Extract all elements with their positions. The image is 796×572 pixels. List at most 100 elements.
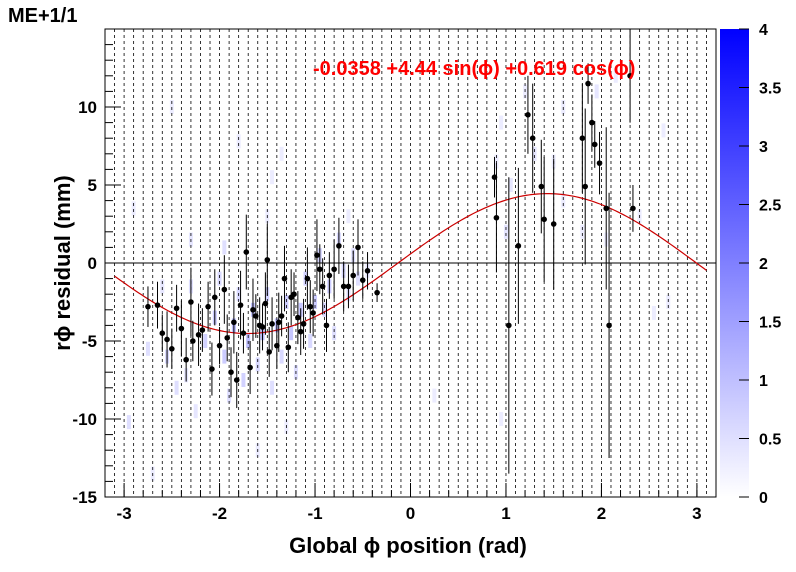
data-point — [529, 83, 536, 193]
grid-lines — [105, 29, 716, 497]
point-marker — [183, 356, 189, 363]
point-marker — [247, 364, 253, 371]
data-point — [188, 267, 194, 337]
data-point — [145, 286, 151, 327]
data-point — [606, 192, 612, 458]
heat-cell — [131, 201, 136, 216]
data-point — [231, 291, 237, 354]
data-point — [281, 245, 288, 312]
data-point — [169, 328, 175, 370]
point-marker — [307, 303, 314, 310]
point-marker — [209, 366, 215, 372]
point-marker — [515, 243, 522, 249]
data-point — [178, 300, 185, 357]
heat-cell — [322, 302, 327, 317]
point-marker — [550, 221, 557, 227]
point-marker — [231, 319, 237, 326]
data-point — [243, 214, 250, 290]
y-tick-label: 5 — [88, 176, 97, 195]
heat-cell — [508, 178, 513, 192]
data-point — [515, 167, 522, 324]
point-marker — [331, 266, 337, 273]
data-point — [237, 270, 244, 340]
y-tick-label: -5 — [82, 332, 97, 351]
data-point — [205, 281, 211, 332]
point-marker — [250, 307, 256, 313]
point-marker — [159, 330, 166, 337]
point-marker — [314, 252, 320, 258]
point-marker — [304, 275, 311, 282]
point-marker — [606, 322, 612, 329]
point-marker — [253, 313, 259, 319]
data-point — [319, 258, 326, 315]
data-point — [591, 121, 598, 168]
heat-cell — [145, 341, 150, 356]
heat-cell — [222, 240, 227, 255]
point-marker — [364, 268, 371, 274]
heat-cell — [270, 380, 275, 395]
point-marker — [291, 291, 297, 298]
point-marker — [237, 302, 244, 308]
data-point — [250, 278, 256, 341]
point-marker — [199, 327, 206, 333]
data-point — [164, 311, 170, 368]
data-point — [582, 108, 589, 265]
data-point — [195, 303, 202, 366]
data-point — [340, 261, 347, 312]
data-point — [538, 139, 545, 234]
point-marker — [538, 183, 545, 190]
point-marker — [355, 244, 361, 251]
point-marker — [350, 272, 357, 279]
colorbar-tick-label: 1 — [759, 373, 768, 390]
point-marker — [281, 275, 288, 282]
data-point — [291, 272, 297, 317]
point-marker — [169, 346, 175, 352]
point-marker — [359, 277, 366, 283]
colorbar-tick-label: 4 — [759, 22, 768, 39]
point-marker — [278, 313, 285, 319]
point-marker — [345, 283, 352, 290]
point-marker — [491, 174, 498, 180]
data-point — [228, 347, 234, 398]
data-point — [288, 269, 294, 326]
point-marker — [178, 325, 185, 332]
x-tick-label: -3 — [117, 504, 132, 523]
data-point — [269, 297, 275, 351]
data-point — [247, 341, 253, 395]
fit-label: -0.0358 +4.44 sin(ϕ) +0.619 cos(ϕ) — [313, 58, 635, 80]
point-marker — [310, 310, 316, 316]
point-marker — [340, 283, 347, 290]
data-point — [199, 308, 206, 352]
point-marker — [211, 294, 218, 301]
x-tick-label: 1 — [501, 504, 510, 523]
heat-cell — [432, 388, 437, 403]
heat-cell — [503, 224, 508, 239]
data-point — [300, 298, 307, 349]
data-point — [350, 250, 357, 301]
point-marker — [266, 349, 273, 355]
point-marker — [374, 289, 380, 296]
x-tick-label: 2 — [597, 504, 606, 523]
heat-cell — [594, 84, 599, 99]
data-point — [209, 342, 215, 396]
data-point — [310, 289, 316, 337]
heat-cell — [613, 68, 618, 83]
y-tick-label: -15 — [72, 488, 97, 507]
data-point — [190, 320, 196, 362]
y-tick-label: -10 — [72, 410, 97, 429]
point-marker — [585, 80, 591, 87]
point-marker — [269, 321, 275, 327]
heat-cell — [661, 123, 666, 138]
x-axis-label: Global ϕ position (rad) — [289, 533, 527, 558]
x-tick-label: -1 — [307, 504, 322, 523]
heat-cell — [346, 209, 351, 224]
heat-cell — [174, 380, 179, 395]
colorbar-tick-label: 0 — [759, 490, 768, 507]
heat-cell — [499, 115, 504, 130]
point-marker — [262, 300, 269, 307]
data-point — [264, 224, 271, 296]
data-point — [336, 217, 342, 274]
data-point — [541, 156, 547, 282]
point-marker — [529, 135, 536, 141]
